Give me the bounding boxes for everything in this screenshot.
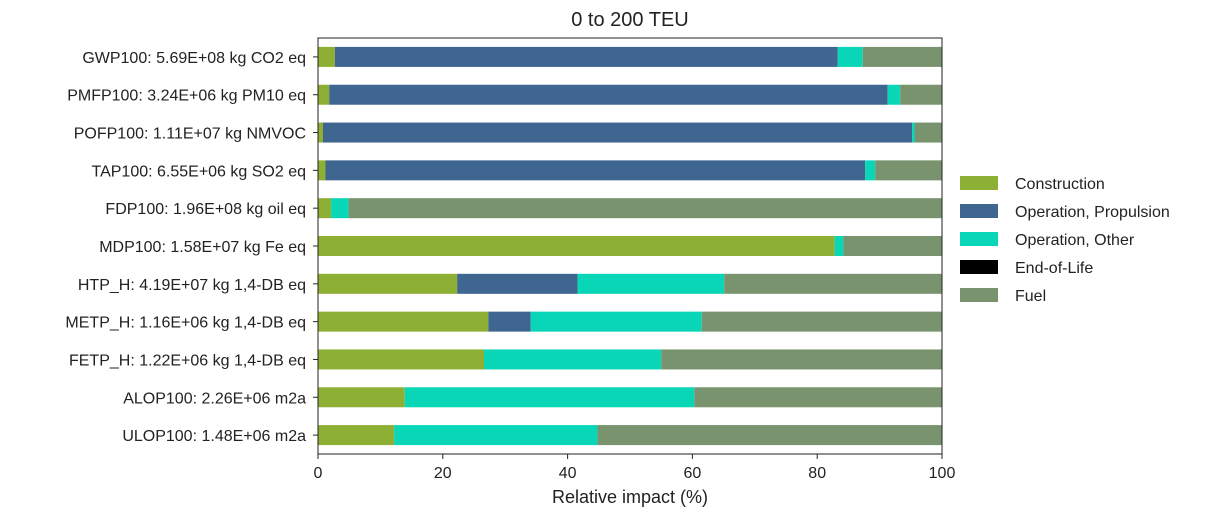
bar-segment-construction-2	[318, 122, 323, 143]
bar-segment-operation-propulsion-7	[488, 311, 531, 332]
bar-segment-construction-9	[318, 387, 405, 408]
legend-swatch-construction	[960, 176, 998, 190]
x-tick-label: 60	[684, 465, 702, 482]
bar-segment-operation-other-9	[404, 387, 695, 408]
x-tick-label: 100	[929, 465, 956, 482]
bar-segment-fuel-4	[348, 198, 943, 219]
bars-group	[318, 46, 943, 446]
bar-segment-operation-other-8	[483, 349, 662, 370]
category-label: FDP100: 1.96E+08 kg oil eq	[105, 201, 306, 218]
bar-segment-construction-1	[318, 84, 330, 105]
bar-segment-construction-8	[318, 349, 484, 370]
axes-frame	[317, 37, 943, 455]
bar-segment-fuel-8	[661, 349, 942, 370]
legend-label: Construction	[1015, 176, 1105, 193]
category-label: METP_H: 1.16E+06 kg 1,4-DB eq	[65, 315, 306, 332]
x-tick-label: 20	[434, 465, 452, 482]
category-label: POFP100: 1.11E+07 kg NMVOC	[74, 126, 306, 143]
category-label: ULOP100: 1.48E+06 m2a	[122, 428, 306, 445]
bar-segment-construction-10	[318, 425, 395, 446]
category-label: FETP_H: 1.22E+06 kg 1,4-DB eq	[69, 352, 306, 369]
x-tick-label: 0	[314, 465, 323, 482]
bar-segment-operation-other-2	[912, 122, 915, 143]
legend-label: End-of-Life	[1015, 260, 1093, 277]
bar-segment-operation-propulsion-6	[457, 273, 578, 294]
bar-segment-fuel-10	[597, 425, 942, 446]
bar-segment-operation-other-4	[331, 198, 349, 219]
legend-label: Operation, Other	[1015, 232, 1135, 249]
legend-label: Operation, Propulsion	[1015, 204, 1170, 221]
bar-segment-operation-other-7	[530, 311, 702, 332]
bar-segment-fuel-0	[862, 46, 942, 67]
bar-segment-construction-6	[318, 273, 458, 294]
x-tick-labels: 0 20 40 60 80 100	[314, 454, 956, 482]
bar-segment-fuel-3	[875, 160, 942, 181]
legend: Construction Operation, Propulsion Operati…	[960, 176, 1170, 305]
category-label: PMFP100: 3.24E+06 kg PM10 eq	[67, 88, 306, 105]
bar-segment-operation-propulsion-3	[325, 160, 866, 181]
legend-swatch-end-of-life	[960, 260, 998, 274]
bar-segment-fuel-2	[914, 122, 942, 143]
bar-segment-construction-3	[318, 160, 326, 181]
bar-segment-operation-propulsion-0	[334, 46, 838, 67]
bar-segment-construction-0	[318, 46, 335, 67]
bar-segment-operation-propulsion-1	[329, 84, 888, 105]
category-labels: GWP100: 5.69E+08 kg CO2 eq PMFP100: 3.24E…	[65, 50, 318, 445]
bar-segment-fuel-5	[843, 236, 942, 256]
legend-swatch-operation-propulsion	[960, 204, 998, 218]
bar-segment-construction-7	[318, 311, 489, 332]
bar-segment-construction-5	[318, 236, 835, 256]
x-tick-label: 80	[808, 465, 826, 482]
category-label: TAP100: 6.55E+06 kg SO2 eq	[91, 163, 306, 180]
bar-segment-construction-4	[318, 198, 332, 219]
category-label: MDP100: 1.58E+07 kg Fe eq	[99, 239, 306, 256]
bar-segment-operation-other-0	[837, 46, 863, 67]
category-label: HTP_H: 4.19E+07 kg 1,4-DB eq	[78, 277, 306, 294]
bar-segment-fuel-9	[694, 387, 942, 408]
legend-swatch-operation-other	[960, 232, 998, 246]
legend-label: Fuel	[1015, 288, 1046, 305]
bar-segment-operation-other-10	[394, 425, 598, 446]
bar-segment-operation-propulsion-2	[322, 122, 913, 143]
bar-segment-fuel-6	[724, 273, 942, 294]
x-axis-label: Relative impact (%)	[552, 487, 708, 507]
bar-segment-operation-other-6	[577, 273, 725, 294]
category-label: ALOP100: 2.26E+06 m2a	[123, 390, 306, 407]
category-label: GWP100: 5.69E+08 kg CO2 eq	[82, 50, 306, 67]
bar-segment-operation-other-5	[834, 236, 844, 256]
bar-segment-fuel-1	[900, 84, 942, 105]
x-tick-label: 40	[559, 465, 577, 482]
bar-segment-operation-other-1	[887, 84, 901, 105]
chart-title: 0 to 200 TEU	[571, 9, 688, 31]
legend-swatch-fuel	[960, 288, 998, 302]
plot-frame	[317, 37, 943, 455]
bar-segment-operation-other-3	[865, 160, 876, 181]
bar-segment-fuel-7	[701, 311, 942, 332]
